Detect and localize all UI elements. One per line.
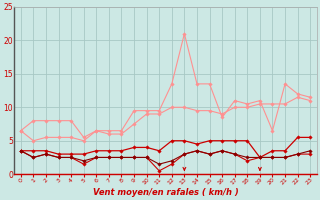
X-axis label: Vent moyen/en rafales ( km/h ): Vent moyen/en rafales ( km/h ) [92, 188, 238, 197]
